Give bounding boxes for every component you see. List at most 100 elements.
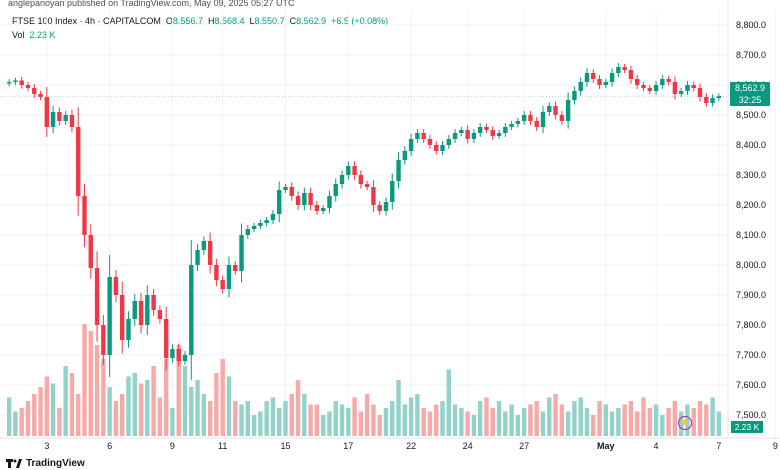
candle-body bbox=[383, 202, 389, 211]
volume-bar bbox=[415, 394, 420, 436]
volume-bar bbox=[704, 404, 709, 436]
candle-body bbox=[666, 79, 671, 82]
volume-bar bbox=[163, 359, 169, 436]
candle-body bbox=[678, 91, 684, 94]
volume-bar bbox=[434, 404, 439, 436]
candle-body bbox=[220, 280, 225, 289]
volume-bar bbox=[201, 394, 207, 436]
candle-body bbox=[13, 80, 18, 82]
volume-bar bbox=[622, 404, 627, 436]
candle-body bbox=[371, 187, 376, 205]
flash-icon[interactable]: ⚡ bbox=[678, 416, 692, 430]
candle-body bbox=[559, 115, 565, 121]
volume-bar bbox=[396, 380, 401, 436]
volume-bar bbox=[69, 373, 75, 436]
volume-bar bbox=[339, 404, 345, 436]
candle-body bbox=[352, 166, 357, 175]
open-value: 8,556.7 bbox=[172, 16, 203, 26]
high-label: H bbox=[207, 16, 215, 26]
volume-bar bbox=[710, 397, 715, 436]
x-tick-label: 27 bbox=[519, 441, 529, 451]
volume-bar bbox=[616, 408, 621, 436]
symbol-label[interactable]: FTSE 100 Index · 4h · CAPITALCOM bbox=[12, 16, 161, 26]
volume-bar bbox=[377, 415, 382, 436]
y-tick-label: 8,700.0 bbox=[736, 50, 766, 60]
volume-bar bbox=[484, 397, 489, 436]
candle-body bbox=[622, 67, 627, 70]
volume-bar bbox=[170, 408, 175, 436]
volume-bar bbox=[553, 394, 558, 436]
volume-bar bbox=[63, 366, 68, 436]
candle-body bbox=[57, 112, 62, 121]
volume-bar bbox=[371, 404, 376, 436]
candle-body bbox=[101, 325, 106, 355]
candle-body bbox=[151, 295, 156, 310]
candle-body bbox=[408, 139, 414, 151]
candle-body bbox=[628, 70, 634, 79]
volume-bar bbox=[32, 394, 37, 436]
volume-bar bbox=[459, 408, 464, 436]
volume-bar bbox=[496, 401, 502, 436]
volume-bar bbox=[528, 404, 533, 436]
volume-bar bbox=[145, 380, 150, 436]
candle-body bbox=[214, 265, 219, 280]
volume-bar bbox=[628, 401, 634, 436]
x-tick-label: 17 bbox=[343, 441, 353, 451]
candle-body bbox=[50, 112, 56, 127]
volume-bar bbox=[214, 373, 219, 436]
candle-body bbox=[283, 187, 288, 190]
candle-body bbox=[245, 229, 251, 235]
candle-body bbox=[490, 130, 495, 136]
volume-bar bbox=[82, 324, 87, 436]
candle-body bbox=[88, 235, 93, 268]
candle-body bbox=[421, 133, 426, 139]
volume-bar bbox=[233, 401, 238, 436]
x-tick-label: 9 bbox=[773, 441, 778, 451]
candle-body bbox=[434, 145, 439, 151]
candle-body bbox=[534, 121, 539, 127]
candle-body bbox=[521, 115, 527, 121]
bar-countdown: 32:25 bbox=[738, 95, 762, 105]
volume-bar bbox=[716, 411, 722, 436]
volume-bar bbox=[603, 404, 609, 436]
y-tick-label: 7,700.0 bbox=[736, 350, 766, 360]
volume-bar bbox=[465, 411, 470, 436]
candle-body bbox=[377, 205, 382, 211]
volume-bar bbox=[383, 408, 389, 436]
volume-bar bbox=[245, 401, 251, 436]
volume-bar bbox=[88, 331, 93, 436]
volume-bar bbox=[446, 369, 451, 436]
volume-bar bbox=[283, 401, 288, 436]
last-price-value: 8,562.9 bbox=[734, 83, 766, 93]
candle-body bbox=[427, 139, 433, 145]
volume-bar bbox=[207, 401, 213, 436]
candle-body bbox=[6, 82, 12, 84]
candle-body bbox=[553, 106, 558, 115]
volume-bar bbox=[138, 383, 144, 436]
tv-logo-icon bbox=[6, 459, 22, 468]
candle-body bbox=[201, 241, 207, 250]
volume-bar bbox=[50, 383, 56, 436]
volume-bar bbox=[515, 415, 521, 436]
candle-body bbox=[540, 112, 546, 127]
candle-body bbox=[107, 277, 112, 355]
candle-body bbox=[25, 85, 31, 88]
volume-bar bbox=[490, 408, 495, 436]
candle-body bbox=[333, 184, 338, 196]
volume-bar bbox=[19, 408, 24, 436]
volume-bar bbox=[239, 404, 244, 436]
candle-body bbox=[503, 127, 508, 133]
candle-body bbox=[515, 121, 521, 124]
volume-bar bbox=[327, 411, 332, 436]
candle-body bbox=[132, 301, 137, 319]
volume-bar bbox=[76, 394, 81, 436]
candle-body bbox=[44, 97, 50, 127]
candle-body bbox=[339, 175, 345, 184]
candle-body bbox=[113, 277, 119, 295]
volume-bar bbox=[534, 401, 539, 436]
volume-bar bbox=[13, 411, 18, 436]
candle-body bbox=[308, 193, 313, 205]
volume-bar bbox=[503, 411, 508, 436]
candle-body bbox=[170, 349, 175, 358]
